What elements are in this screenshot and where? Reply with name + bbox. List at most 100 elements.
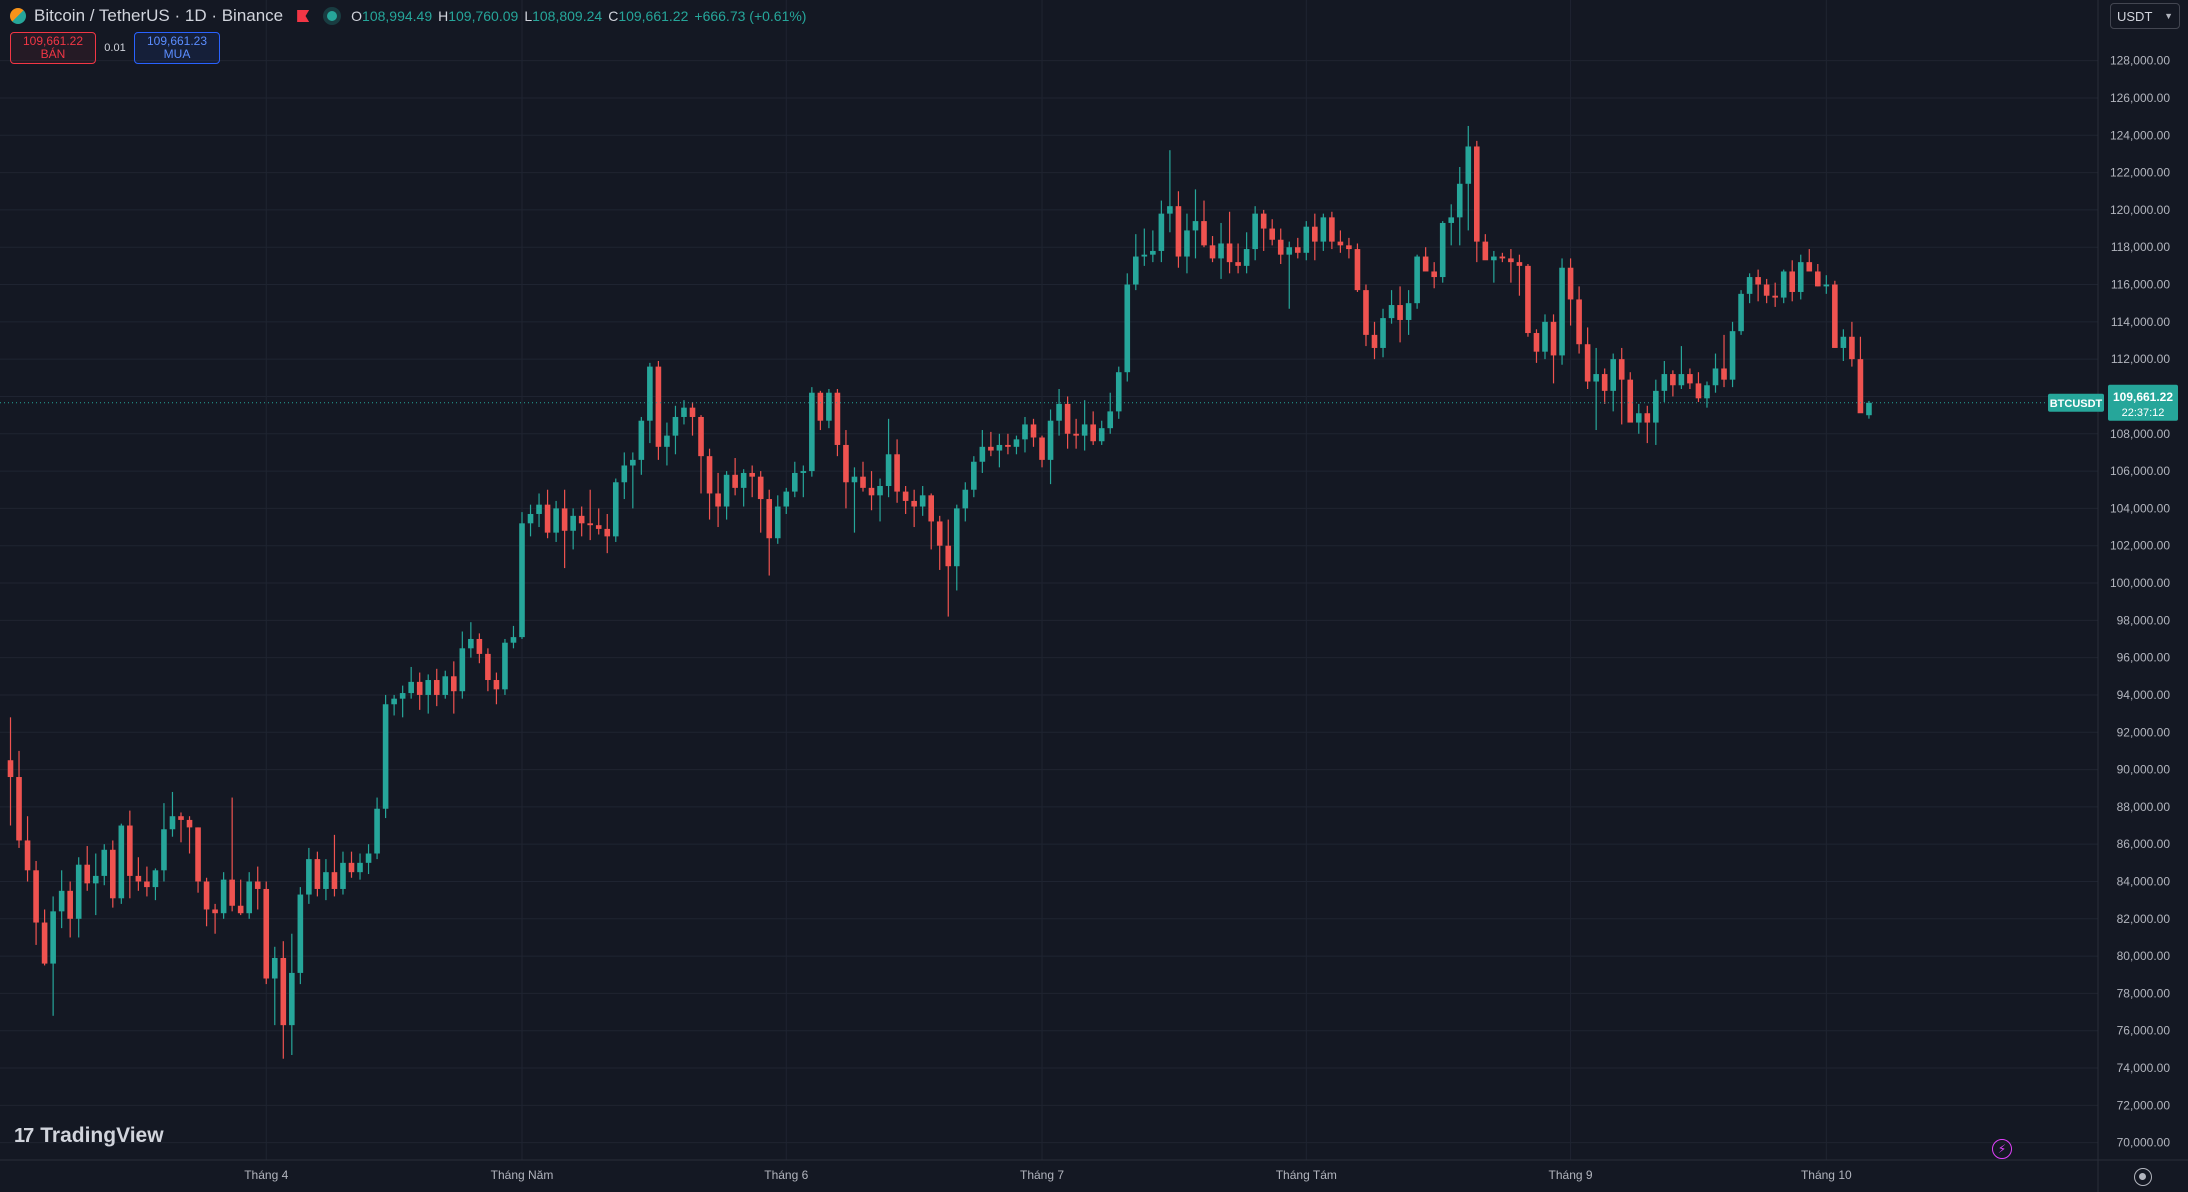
candle	[510, 625, 517, 649]
candle-body	[885, 454, 892, 486]
candle	[868, 471, 875, 511]
candle	[1780, 269, 1787, 304]
candle-body	[1388, 305, 1395, 319]
bitcoin-icon[interactable]	[10, 8, 26, 24]
candle-body	[1329, 217, 1335, 242]
candle-body	[1849, 336, 1855, 360]
low-value: 108,809.24	[532, 8, 603, 24]
candle	[1823, 275, 1830, 294]
candle-body	[374, 808, 380, 854]
candle	[118, 823, 125, 904]
candle	[1260, 209, 1267, 251]
candle	[203, 877, 210, 927]
candle-body	[783, 491, 790, 507]
candle-body	[16, 777, 22, 841]
candle	[928, 493, 934, 550]
candle-body	[1133, 256, 1139, 285]
candle-body	[766, 499, 773, 539]
sell-button[interactable]: 109,661.22 BÁN	[10, 32, 96, 64]
last-price-tag: BTCUSDT 109,661.22 22:37:12	[2048, 384, 2178, 421]
candle	[1525, 264, 1531, 337]
candle-body	[101, 849, 108, 876]
price-tick-label: 124,000.00	[2110, 128, 2170, 142]
candle-body	[1124, 284, 1131, 373]
candle-body	[1064, 403, 1071, 434]
candle-body	[655, 366, 662, 447]
candle	[50, 896, 56, 1016]
price-tick-label: 86,000.00	[2117, 837, 2171, 851]
candle	[1806, 249, 1813, 272]
candle-body	[1866, 402, 1872, 416]
candle-body	[1303, 226, 1310, 253]
candle-body	[1857, 359, 1864, 414]
candle-body	[953, 508, 960, 567]
price-tick-label: 92,000.00	[2117, 725, 2171, 739]
price-axis[interactable]: 128,000.00 126,000.00 124,000.00 122,000.00…	[2097, 0, 2171, 1192]
price-tick-label: 82,000.00	[2117, 912, 2171, 926]
price-tick-label: 116,000.00	[2111, 278, 2170, 292]
candle-body	[681, 407, 687, 417]
candle	[1294, 237, 1301, 259]
candle-body	[672, 416, 679, 436]
tradingview-logo[interactable]: 17 TradingView	[14, 1124, 164, 1148]
candle	[365, 844, 372, 875]
candle-body	[1039, 437, 1045, 460]
candle-body	[7, 760, 14, 778]
candle	[101, 844, 108, 886]
candle	[110, 840, 116, 908]
candle-body	[919, 495, 926, 507]
candle-body	[314, 859, 321, 889]
buy-button[interactable]: 109,661.23 MUA	[134, 32, 220, 64]
symbol-tag-label: BTCUSDT	[2050, 398, 2103, 410]
candle-body	[442, 676, 449, 695]
brand-name: TradingView	[40, 1124, 164, 1147]
candle	[1124, 273, 1131, 382]
candle	[783, 487, 790, 514]
candle-body	[340, 862, 346, 889]
candle-body	[144, 881, 150, 888]
candle	[826, 388, 832, 429]
candle	[1849, 321, 1855, 367]
candle-body	[570, 515, 576, 531]
candle	[1755, 269, 1761, 302]
candle-body	[1312, 226, 1318, 242]
candle-body	[1584, 344, 1591, 382]
candle-body	[254, 881, 261, 889]
candle	[323, 859, 329, 901]
time-tick-label: Tháng 7	[1020, 1168, 1064, 1182]
candle	[408, 666, 414, 699]
candle	[152, 868, 159, 901]
candle-body	[399, 693, 406, 699]
candle	[75, 857, 82, 938]
candle	[58, 870, 65, 929]
candle-body	[1380, 318, 1386, 348]
candle-body	[1746, 277, 1753, 294]
currency-select[interactable]: USDT ▼	[2110, 3, 2180, 29]
candle-body	[357, 862, 363, 873]
candle	[1243, 232, 1250, 274]
lightning-icon[interactable]: ⚡	[1992, 1139, 2012, 1159]
time-axis[interactable]: Tháng 4 Tháng Năm Tháng 6 Tháng 7 Tháng Tám T…	[0, 1159, 2188, 1182]
trade-panel: 109,661.22 BÁN 0.01 109,661.23 MUA	[10, 32, 220, 64]
symbol-tag-bg	[2048, 393, 2104, 412]
candle	[1576, 286, 1582, 354]
candle-body	[1729, 331, 1736, 380]
candle	[971, 456, 977, 498]
candle-body	[1601, 374, 1608, 391]
candle-body	[1772, 295, 1778, 298]
gear-icon[interactable]	[2134, 1168, 2152, 1186]
candle	[638, 416, 645, 475]
candle	[732, 458, 738, 496]
candle-body	[1610, 359, 1616, 391]
candle	[996, 433, 1003, 468]
candle-body	[928, 495, 934, 522]
flag-icon[interactable]	[297, 10, 310, 22]
candle-body	[630, 459, 636, 466]
candle-body	[1678, 374, 1685, 386]
open-value: 108,994.49	[362, 8, 433, 24]
candle	[877, 478, 883, 522]
symbol-title[interactable]: Bitcoin / TetherUS · 1D · Binance	[34, 6, 284, 25]
candle	[1081, 400, 1088, 451]
